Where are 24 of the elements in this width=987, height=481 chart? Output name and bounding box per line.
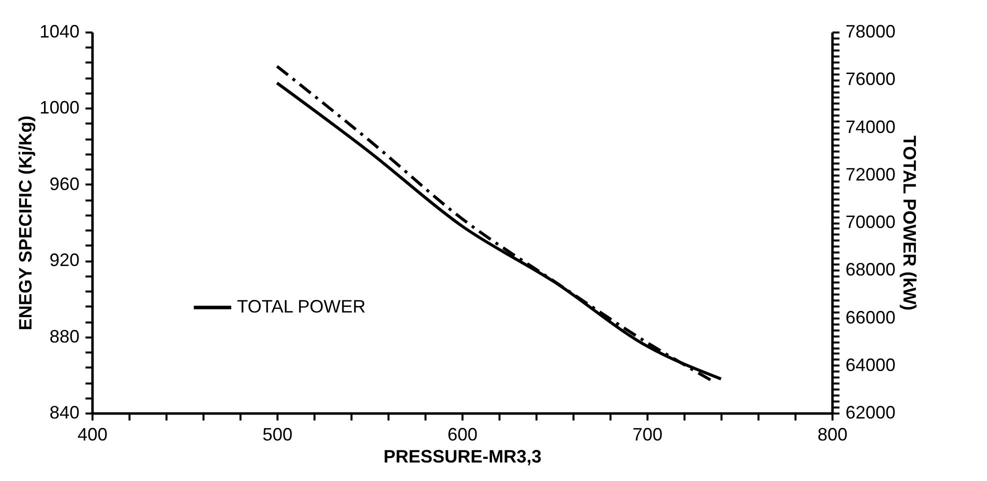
x-axis-title: PRESSURE-MR3,3 bbox=[383, 446, 542, 466]
y2-tick-label: 78000 bbox=[846, 22, 896, 42]
y2-tick-label: 64000 bbox=[846, 354, 896, 375]
x-tick-label: 600 bbox=[447, 424, 478, 444]
y-tick-label: 880 bbox=[49, 326, 80, 346]
y-tick-label: 920 bbox=[49, 250, 80, 270]
x-tick-label: 500 bbox=[262, 424, 293, 444]
y2-tick-label: 68000 bbox=[846, 260, 896, 280]
y-axis-title: ENEGY SPECIFIC (Kj/Kg) bbox=[15, 116, 36, 330]
x-tick-label: 800 bbox=[817, 424, 848, 444]
x-tick-label: 700 bbox=[632, 424, 663, 444]
y-tick-label: 1040 bbox=[39, 22, 80, 42]
y2-tick-label: 72000 bbox=[846, 164, 896, 184]
y2-tick-label: 66000 bbox=[846, 307, 896, 328]
y-tick-label: 840 bbox=[49, 402, 80, 422]
y-tick-label: 960 bbox=[49, 174, 80, 194]
y2-tick-label: 74000 bbox=[846, 116, 896, 137]
y2-tick-label: 70000 bbox=[846, 212, 896, 232]
legend-label: TOTAL POWER bbox=[237, 296, 366, 316]
y-tick-label: 1000 bbox=[39, 98, 80, 118]
x-tick-label: 400 bbox=[77, 424, 108, 444]
y2-axis-title: TOTAL POWER (kW) bbox=[900, 136, 920, 310]
y2-tick-label: 76000 bbox=[846, 69, 896, 90]
y2-tick-label: 62000 bbox=[846, 402, 896, 422]
